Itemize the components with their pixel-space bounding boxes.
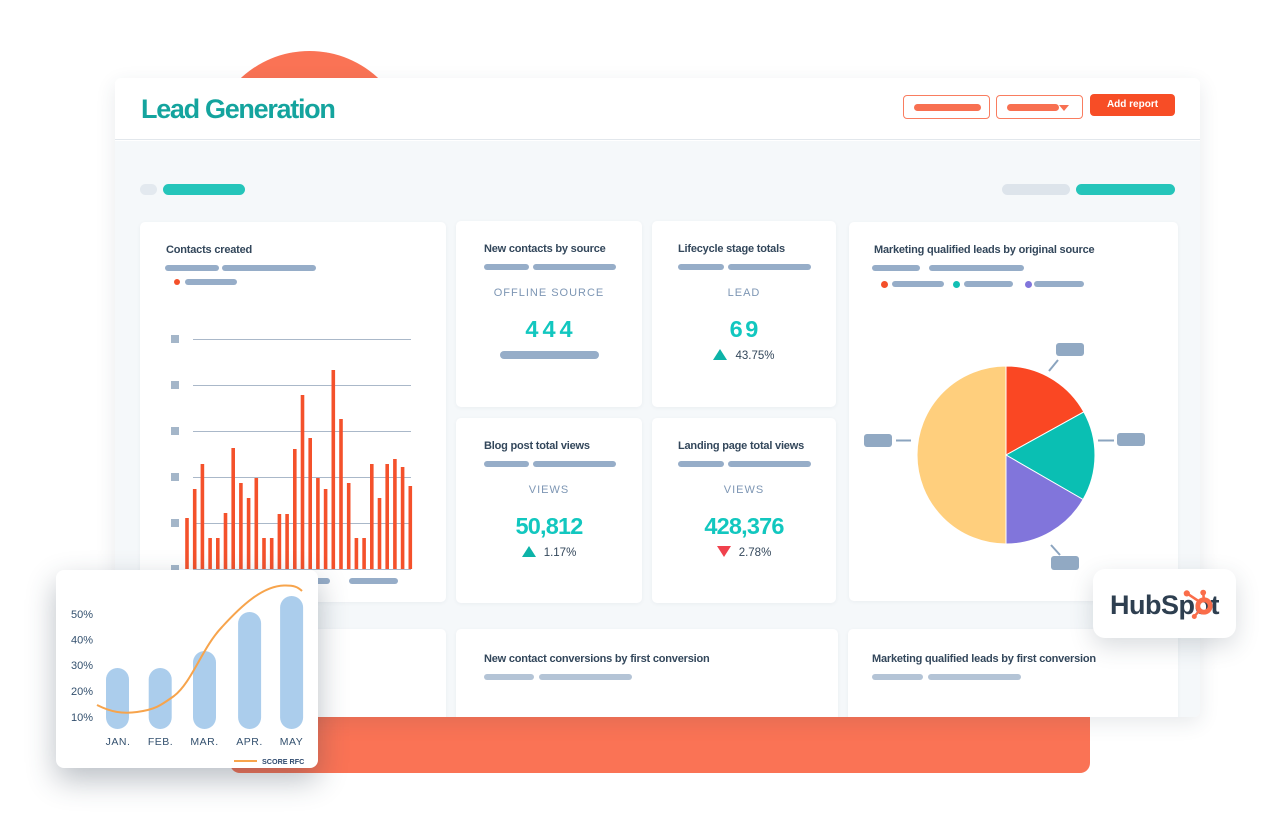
svg-text:30%: 30%	[71, 660, 93, 672]
svg-text:10%: 10%	[71, 712, 93, 724]
svg-text:50%: 50%	[71, 609, 93, 621]
svg-text:JAN.: JAN.	[106, 736, 131, 748]
svg-text:APR.: APR.	[236, 736, 263, 748]
svg-text:SCORE RFC: SCORE RFC	[262, 757, 304, 766]
svg-text:MAY: MAY	[280, 736, 303, 748]
svg-text:FEB.: FEB.	[148, 736, 173, 748]
svg-text:20%: 20%	[71, 686, 93, 698]
svg-text:40%: 40%	[71, 635, 93, 647]
svg-text:MAR.: MAR.	[190, 736, 218, 748]
